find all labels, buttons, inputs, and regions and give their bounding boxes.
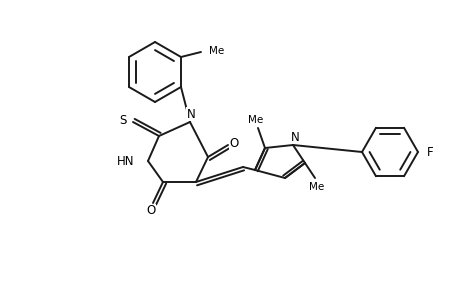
Text: Me: Me (309, 182, 324, 192)
Text: O: O (146, 205, 155, 218)
Text: O: O (229, 136, 238, 149)
Text: Me: Me (208, 46, 224, 56)
Text: Me: Me (248, 115, 263, 125)
Text: HN: HN (116, 154, 134, 167)
Text: N: N (290, 130, 299, 143)
Text: N: N (186, 107, 195, 121)
Text: F: F (426, 146, 433, 158)
Text: S: S (119, 113, 126, 127)
